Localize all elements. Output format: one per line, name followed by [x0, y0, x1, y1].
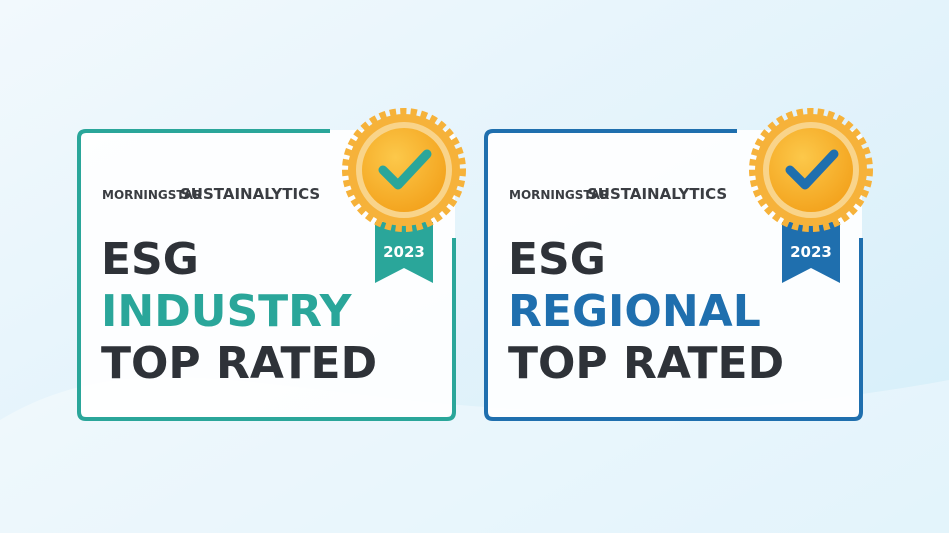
- headline-line3: TOP RATED: [508, 338, 784, 389]
- logo-secondary: SUSTAINALYTICS: [587, 185, 727, 203]
- badge: MORNINGSTAR SUSTAINALYTICS ESG REGIONAL …: [484, 108, 873, 421]
- ribbon: [782, 222, 840, 283]
- medal-face: [769, 128, 853, 212]
- headline-line1: ESG: [508, 234, 606, 285]
- headline-line1: ESG: [101, 234, 199, 285]
- headline-line2: INDUSTRY: [101, 286, 353, 337]
- medal-face: [362, 128, 446, 212]
- logo-primary: MORNINGSTAR: [509, 188, 609, 202]
- year: 2023: [383, 243, 425, 261]
- logo-secondary: SUSTAINALYTICS: [180, 185, 320, 203]
- logo-primary: MORNINGSTAR: [102, 188, 202, 202]
- badge-border: [484, 129, 863, 421]
- badge: MORNINGSTAR SUSTAINALYTICS ESG INDUSTRY …: [77, 108, 466, 421]
- check-mark: [378, 149, 432, 190]
- headline-line2: REGIONAL: [508, 286, 761, 337]
- year: 2023: [790, 243, 832, 261]
- ribbon: [375, 222, 433, 283]
- check-mark: [785, 149, 839, 190]
- badge-border: [77, 129, 456, 421]
- headline-line3: TOP RATED: [101, 338, 377, 389]
